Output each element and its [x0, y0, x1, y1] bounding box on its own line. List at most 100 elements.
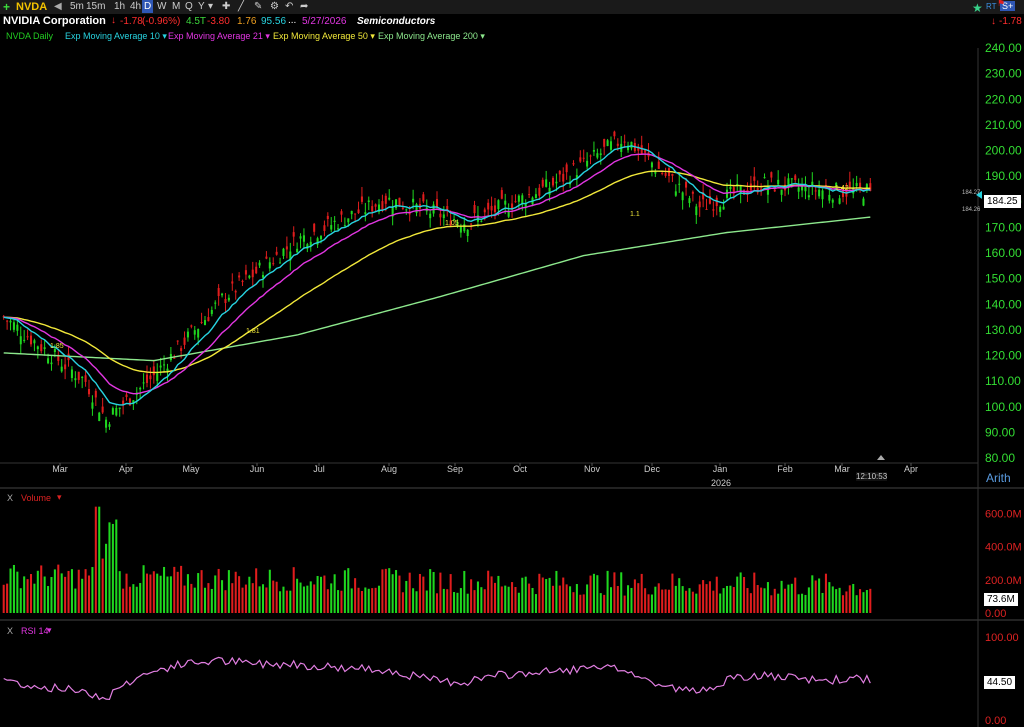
volume-bar [309, 581, 312, 613]
volume-bar [818, 578, 821, 613]
timeframe-5m[interactable]: 5m [70, 1, 84, 12]
rsi-dropdown-icon[interactable]: ▾ [47, 625, 52, 635]
legend-item-0[interactable]: NVDA Daily [6, 31, 54, 41]
volume-bar [746, 588, 749, 613]
volume-bar [231, 583, 234, 613]
timeframe-q[interactable]: Q [185, 1, 193, 12]
candle-body [678, 183, 681, 185]
volume-bar [405, 580, 408, 613]
star-icon[interactable]: ★ [972, 1, 983, 15]
timeframe-1h[interactable]: 1h [114, 1, 126, 12]
ema21-line [3, 153, 871, 395]
current-price-tag: 184.25 [984, 195, 1021, 208]
candle-body [869, 183, 872, 191]
candle-body [285, 246, 288, 250]
volume-bar [534, 594, 537, 613]
volume-bar [545, 579, 548, 613]
speaker-icon[interactable]: ◀ [54, 1, 62, 12]
volume-bar [459, 588, 462, 613]
volume-bar [272, 580, 275, 613]
pencil-icon[interactable]: ✎ [254, 1, 263, 12]
candle-body [391, 207, 394, 217]
crosshair-icon[interactable]: ✚ [222, 1, 231, 12]
volume-bar [695, 593, 698, 613]
volume-bar [395, 570, 398, 613]
candle-body [780, 189, 783, 195]
candle-body [487, 202, 490, 210]
more-stats[interactable]: ... [288, 15, 297, 26]
candle-body [183, 337, 186, 345]
symbol-input[interactable] [14, 0, 54, 13]
timeframe-d[interactable]: D [142, 0, 154, 13]
legend-item-3[interactable]: Exp Moving Average 50 ▾ [273, 31, 375, 41]
volume-bars [2, 506, 872, 613]
timeframe-w[interactable]: W [157, 1, 167, 12]
flag-icon[interactable]: ⚑ [997, 0, 1006, 8]
dropdown-icon[interactable]: ▾ [208, 1, 214, 12]
volume-bar [6, 583, 9, 613]
volume-bar [514, 586, 517, 613]
volume-bar [258, 586, 261, 613]
candle-body [2, 316, 5, 318]
legend-item-1[interactable]: Exp Moving Average 10 ▾ [65, 31, 167, 41]
undo-icon[interactable]: ↶ [285, 1, 294, 12]
volume-dropdown-icon[interactable]: ▾ [57, 492, 62, 502]
volume-bar [388, 568, 391, 613]
plus-badge[interactable]: S+ [1000, 1, 1016, 11]
share-icon[interactable]: ➦ [300, 1, 309, 12]
price-axis-label: 240.00 [985, 41, 1022, 55]
timeframe-y[interactable]: Y [198, 1, 205, 12]
candle-body [343, 225, 346, 227]
volume-bar [841, 595, 845, 613]
price-axis-label: 230.00 [985, 67, 1022, 81]
volume-bar [122, 588, 125, 613]
candle-body [47, 358, 50, 364]
stat-one: -3.80 [207, 16, 230, 27]
volume-bar [279, 591, 282, 613]
candle-body [309, 241, 312, 247]
candle-body [384, 195, 387, 204]
chart-settings-icon[interactable]: ⚙ [270, 1, 279, 12]
candle-body [760, 188, 763, 191]
candle-body [732, 187, 735, 194]
volume-bar [743, 577, 746, 613]
candle-body [725, 189, 729, 198]
volume-bar [193, 587, 196, 613]
volume-close-button[interactable]: X [7, 493, 14, 503]
timeframe-m[interactable]: M [172, 1, 181, 12]
volume-bar [422, 576, 425, 613]
down-arrow-icon-right: ↓ [991, 16, 996, 27]
candle-body [279, 262, 282, 264]
volume-bar [511, 582, 514, 613]
volume-bar [169, 576, 172, 613]
draw-line-icon[interactable]: ╱ [238, 1, 245, 12]
timeframe-4h[interactable]: 4h [130, 1, 142, 12]
volume-bar [70, 569, 73, 613]
volume-bar [538, 573, 541, 613]
volume-bar [364, 587, 367, 613]
volume-bar [159, 575, 162, 613]
rsi-close-button[interactable]: X [7, 626, 14, 636]
candle-body [313, 223, 316, 232]
volume-pane-label[interactable]: Volume [21, 493, 52, 503]
rsi-pane-label[interactable]: RSI 14 [21, 626, 49, 636]
scale-toggle[interactable]: Arith [986, 471, 1011, 485]
candle-body [821, 190, 824, 200]
candle-body [729, 186, 732, 190]
candle-body [606, 140, 609, 147]
timeframe-15m[interactable]: 15m [86, 1, 106, 12]
volume-bar [43, 576, 46, 613]
add-icon[interactable]: + [3, 0, 11, 14]
volume-bar [504, 585, 507, 613]
volume-bar [67, 570, 70, 613]
candle-body [347, 218, 350, 223]
price-axis-label: 80.00 [985, 451, 1015, 465]
candle-body [19, 336, 22, 345]
candle-body [64, 364, 67, 370]
legend-item-2[interactable]: Exp Moving Average 21 ▾ [168, 31, 270, 41]
legend-item-4[interactable]: Exp Moving Average 200 ▾ [378, 31, 485, 41]
volume-bar [81, 578, 84, 613]
candle-body [654, 170, 657, 174]
volume-bar [36, 570, 39, 613]
